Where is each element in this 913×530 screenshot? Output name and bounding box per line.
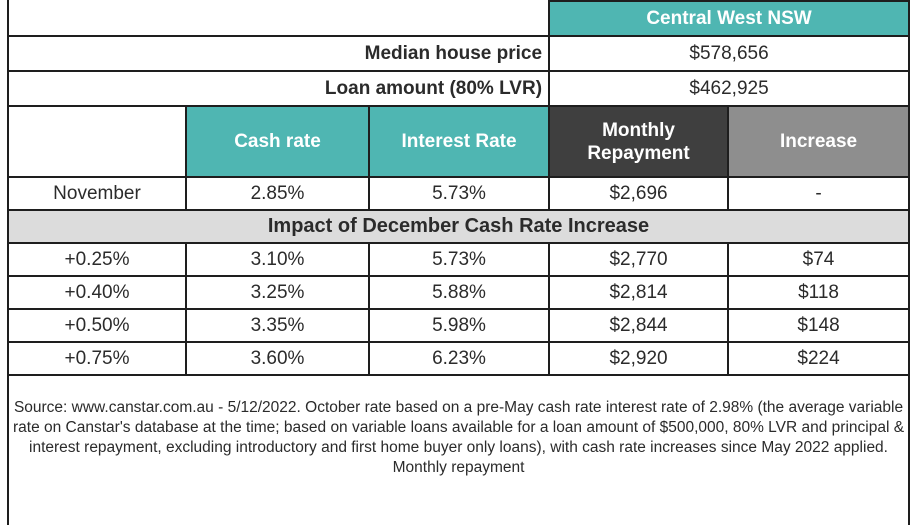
- repayment-cell: $2,770: [548, 242, 730, 277]
- median-price-row: Median house price $578,656: [6, 35, 911, 72]
- impact-heading: Impact of December Cash Rate Increase: [6, 209, 911, 244]
- cash-rate-cell: 3.35%: [185, 308, 370, 343]
- median-price-label: Median house price: [6, 35, 551, 72]
- column-header-row: Cash rate Interest Rate Monthly Repaymen…: [7, 105, 911, 178]
- repayment-cell: $2,920: [548, 341, 730, 376]
- rate-change-cell: +0.75%: [7, 341, 187, 376]
- median-price-value: $578,656: [548, 35, 911, 72]
- table-row: +0.40% 3.25% 5.88% $2,814 $118: [7, 275, 911, 310]
- col-header-monthly-repayment: Monthly Repayment: [548, 105, 730, 178]
- cash-rate-cell: 3.25%: [185, 275, 370, 310]
- source-row: Source: www.canstar.com.au - 5/12/2022. …: [6, 374, 911, 524]
- table-row: +0.25% 3.10% 5.73% $2,770 $74: [7, 242, 911, 277]
- increase-cell: $224: [727, 341, 911, 376]
- col-header-increase: Increase: [727, 105, 911, 178]
- rate-change-cell: +0.25%: [7, 242, 187, 277]
- interest-rate-cell: 5.88%: [367, 275, 551, 310]
- cash-rate-cell: 3.10%: [185, 242, 370, 277]
- loan-amount-row: Loan amount (80% LVR) $462,925: [6, 70, 911, 107]
- interest-rate-cell: 5.73%: [367, 176, 551, 211]
- increase-cell: -: [727, 176, 911, 211]
- loan-amount-label: Loan amount (80% LVR): [6, 70, 551, 107]
- increase-cell: $74: [727, 242, 911, 277]
- col-header-interest-rate: Interest Rate: [367, 105, 551, 178]
- interest-rate-cell: 5.73%: [367, 242, 551, 277]
- source-note: Source: www.canstar.com.au - 5/12/2022. …: [6, 374, 911, 524]
- repayment-cell: $2,844: [548, 308, 730, 343]
- header-blank-cell: [7, 105, 187, 178]
- interest-rate-cell: 5.98%: [367, 308, 551, 343]
- cash-rate-cell: 3.60%: [185, 341, 370, 376]
- increase-cell: $118: [727, 275, 911, 310]
- impact-heading-row: Impact of December Cash Rate Increase: [6, 209, 911, 244]
- region-header: Central West NSW: [548, 0, 911, 37]
- increase-cell: $148: [727, 308, 911, 343]
- row-label: November: [7, 176, 187, 211]
- repayment-cell: $2,696: [548, 176, 730, 211]
- table-row-baseline: November 2.85% 5.73% $2,696 -: [7, 176, 911, 211]
- blank-cell: [6, 1, 551, 37]
- table-row: +0.50% 3.35% 5.98% $2,844 $148: [7, 308, 911, 343]
- rate-change-cell: +0.40%: [7, 275, 187, 310]
- loan-amount-value: $462,925: [548, 70, 911, 107]
- repayment-table: Central West NSW Median house price $578…: [6, 0, 911, 525]
- col-header-cash-rate: Cash rate: [185, 105, 370, 178]
- table-row: +0.75% 3.60% 6.23% $2,920 $224: [7, 341, 911, 376]
- repayment-cell: $2,814: [548, 275, 730, 310]
- interest-rate-cell: 6.23%: [367, 341, 551, 376]
- rate-change-cell: +0.50%: [7, 308, 187, 343]
- cash-rate-cell: 2.85%: [185, 176, 370, 211]
- region-row: Central West NSW: [6, 0, 911, 37]
